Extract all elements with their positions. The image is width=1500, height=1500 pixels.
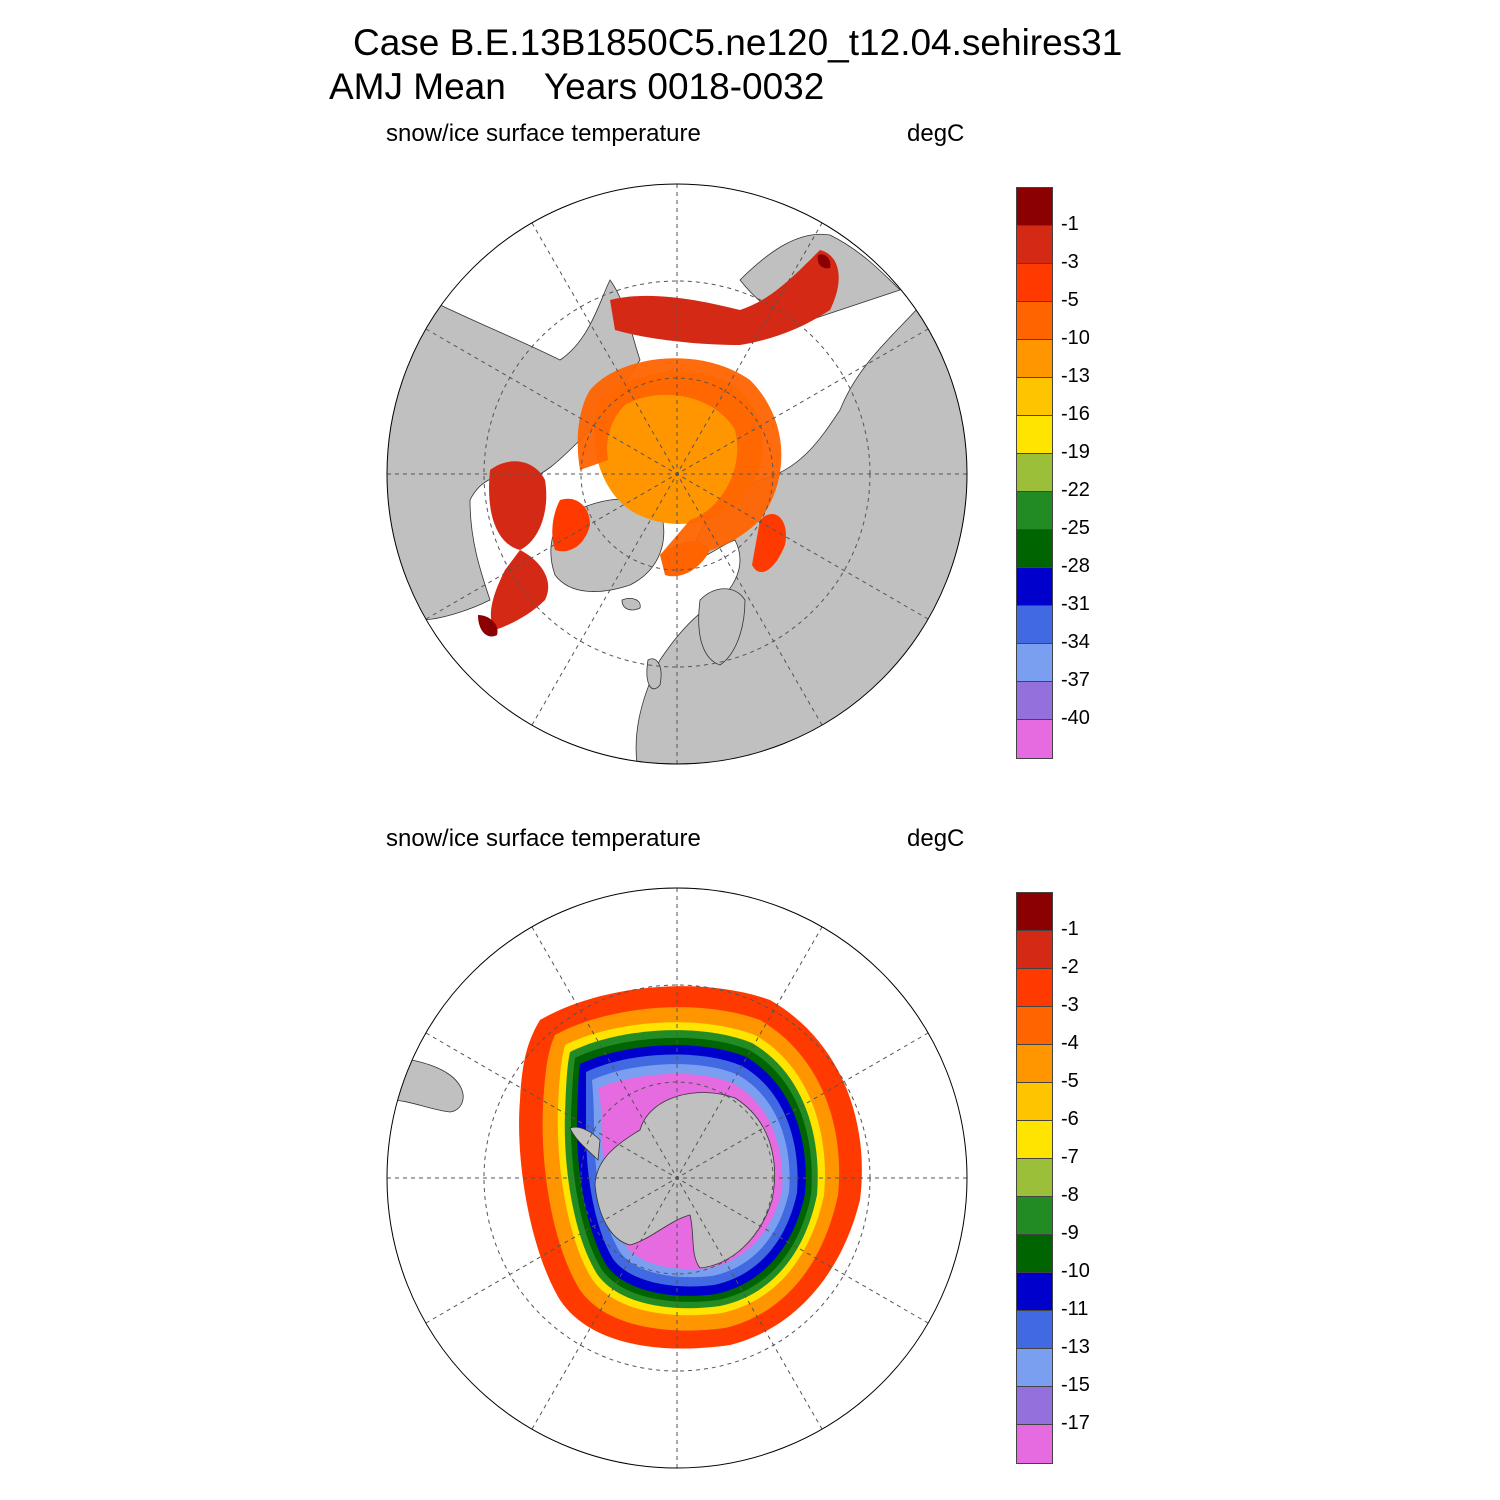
south-graticule — [387, 888, 967, 1468]
south-legend-swatch — [1017, 1197, 1052, 1235]
north-legend-tick-label: -25 — [1061, 517, 1090, 539]
north-legend-swatch — [1017, 302, 1052, 340]
north-ice-labrador-warm — [478, 615, 498, 637]
north-variable-label: snow/ice surface temperature — [386, 120, 701, 147]
south-legend-swatch — [1017, 1235, 1052, 1273]
north-legend-swatch — [1017, 682, 1052, 720]
south-legend-tick-label: -5 — [1061, 1070, 1079, 1092]
north-legend-tick-label: -16 — [1061, 403, 1090, 425]
south-legend-swatch — [1017, 1121, 1052, 1159]
north-legend-tick-label: -5 — [1061, 289, 1079, 311]
season-title: AMJ Mean Years 0018-0032 — [329, 68, 824, 105]
south-legend-tick-label: -1 — [1061, 918, 1079, 940]
north-legend-tick-label: -19 — [1061, 441, 1090, 463]
south-legend-swatch — [1017, 893, 1052, 931]
south-legend-swatch — [1017, 1311, 1052, 1349]
north-ice-kara — [752, 514, 786, 573]
north-legend-swatch — [1017, 264, 1052, 302]
south-variable-label: snow/ice surface temperature — [386, 825, 701, 852]
north-units-label: degC — [907, 120, 965, 147]
south-legend-swatch — [1017, 1273, 1052, 1311]
north-legend-swatch — [1017, 226, 1052, 264]
north-legend-tick-label: -10 — [1061, 327, 1090, 349]
south-legend-swatch — [1017, 1007, 1052, 1045]
south-legend-swatch — [1017, 1425, 1052, 1463]
north-ice-labrador — [490, 550, 549, 630]
north-legend-swatch — [1017, 530, 1052, 568]
north-legend-swatch — [1017, 378, 1052, 416]
south-legend-tick-label: -10 — [1061, 1260, 1090, 1282]
south-legend-swatch — [1017, 969, 1052, 1007]
north-legend-swatch — [1017, 188, 1052, 226]
north-land-scandinavia — [698, 588, 746, 666]
north-legend-tick-label: -37 — [1061, 669, 1090, 691]
season-label: AMJ Mean — [329, 66, 506, 107]
north-legend-swatch — [1017, 568, 1052, 606]
north-ice-baffin — [552, 498, 590, 552]
north-ice-outer — [577, 358, 782, 557]
south-legend-tick-label: -2 — [1061, 956, 1079, 978]
south-legend-tick-label: -4 — [1061, 1032, 1079, 1054]
north-ice-barents — [660, 540, 710, 577]
south-units-label: degC — [907, 825, 965, 852]
north-legend-tick-label: -3 — [1061, 251, 1079, 273]
north-land-britain — [646, 658, 662, 690]
south-legend-swatch — [1017, 1349, 1052, 1387]
north-ice-hudson — [489, 461, 547, 550]
north-legend-swatch — [1017, 340, 1052, 378]
north-legend-tick-label: -22 — [1061, 479, 1090, 501]
north-legend-tick-label: -13 — [1061, 365, 1090, 387]
north-graticule — [387, 184, 967, 764]
north-legend-swatch — [1017, 644, 1052, 682]
north-legend-swatch — [1017, 720, 1052, 758]
years-label: Years 0018-0032 — [543, 66, 825, 107]
north-legend-tick-label: -40 — [1061, 707, 1090, 729]
north-legend-tick-label: -31 — [1061, 593, 1090, 615]
south-legend-swatch — [1017, 931, 1052, 969]
north-legend-swatch — [1017, 492, 1052, 530]
south-legend-swatch — [1017, 1083, 1052, 1121]
south-legend-tick-label: -15 — [1061, 1374, 1090, 1396]
south-legend-tick-label: -7 — [1061, 1146, 1079, 1168]
south-land-peninsula — [569, 1126, 601, 1161]
case-title: Case B.E.13B1850C5.ne120_t12.04.sehires3… — [353, 22, 1123, 63]
north-ice-bering — [610, 250, 839, 345]
south-legend-tick-label: -3 — [1061, 994, 1079, 1016]
north-legend-swatch — [1017, 416, 1052, 454]
north-legend-swatch — [1017, 454, 1052, 492]
north-legend-tick-label: -1 — [1061, 213, 1079, 235]
south-legend-tick-label: -11 — [1061, 1298, 1089, 1320]
north-land-iceland — [621, 598, 641, 611]
south-land-antarctica — [594, 1092, 775, 1269]
south-legend-swatch — [1017, 1045, 1052, 1083]
north-legend-tick-label: -28 — [1061, 555, 1090, 577]
north-legend-swatch — [1017, 606, 1052, 644]
north-ice-okhotsk-warm — [817, 254, 831, 269]
south-color-legend — [1016, 892, 1053, 1464]
south-legend-tick-label: -17 — [1061, 1412, 1090, 1434]
north-color-legend — [1016, 187, 1053, 759]
north-polar-map — [386, 183, 968, 765]
south-legend-tick-label: -6 — [1061, 1108, 1079, 1130]
south-legend-swatch — [1017, 1387, 1052, 1425]
south-legend-tick-label: -13 — [1061, 1336, 1090, 1358]
north-legend-tick-label: -34 — [1061, 631, 1090, 653]
south-legend-tick-label: -8 — [1061, 1184, 1079, 1206]
south-legend-tick-label: -9 — [1061, 1222, 1079, 1244]
south-polar-map — [386, 887, 968, 1469]
south-legend-swatch — [1017, 1159, 1052, 1197]
